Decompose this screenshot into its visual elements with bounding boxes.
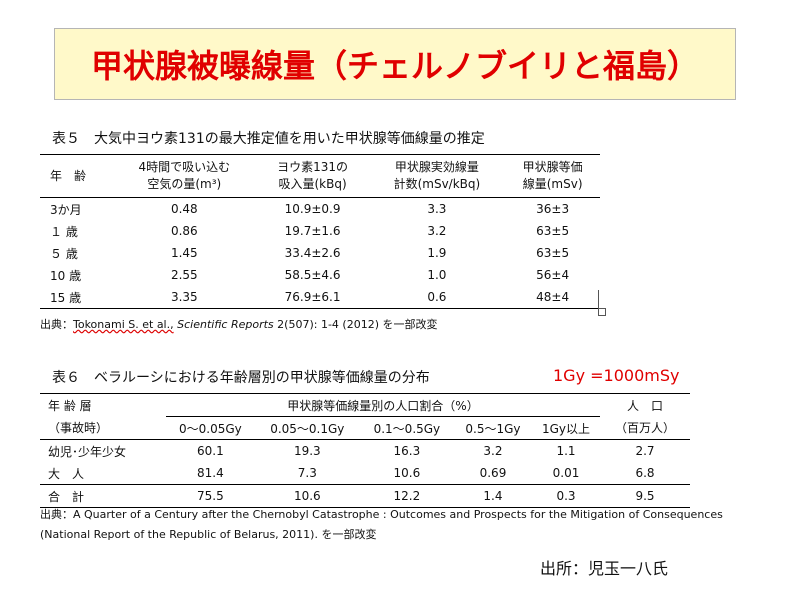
table6-source: 出典：A Quarter of a Century after the Cher… [40,508,723,541]
table5-header-age: 年 齢 [40,154,112,198]
slide-title: 甲状腺被曝線量（チェルノブイリと福島） [90,47,699,85]
text-cursor [598,290,599,310]
resize-handle[interactable] [598,308,606,316]
table6-header-row-1: 年 齢 層 甲状腺等価線量別の人口割合（%） 人 口 [40,393,690,417]
table-row: 15 歳 3.35 76.9±6.1 0.6 48±4 [40,286,600,309]
table5-caption: 表５ 大気中ヨウ素131の最大推定値を用いた甲状腺等価線量の推定 [52,131,485,147]
slide-title-box: 甲状腺被曝線量（チェルノブイリと福島） [54,28,736,100]
table5-header-air: 4時間で吸い込む 空気の量(m³) [112,154,257,198]
table-row: ５ 歳 1.45 33.4±2.6 1.9 63±5 [50,246,570,261]
table5-header-dose: 甲状腺等価 線量(mSv) [505,154,600,198]
table-row: １ 歳 0.86 19.7±1.6 3.2 63±5 [50,224,570,239]
table6-header-row-2: （事故時） 0〜0.05Gy 0.05〜0.1Gy 0.1〜0.5Gy 0.5〜… [40,416,690,440]
table5: 年 齢 4時間で吸い込む 空気の量(m³) ヨウ素131の 吸入量(kBq) 甲状腺… [40,154,600,309]
table6-header-pop: 人 口 [600,393,690,417]
table6-header-span: 甲状腺等価線量別の人口割合（%） [166,393,600,417]
table-row: 10 歳 2.55 58.5±4.6 1.0 56±4 [50,268,570,283]
table5-header-coef: 甲状腺実効線量 計数(mSv/kBq) [368,154,506,198]
credit-line: 出所：児玉一八氏 [540,559,669,578]
unit-note: 1Gy =1000mSy [553,366,680,385]
table6-header-group: 年 齢 層 [40,393,166,417]
table-row: 合 計 75.5 10.6 12.2 1.4 0.3 9.5 [40,484,690,508]
table5-header-intake: ヨウ素131の 吸入量(kBq) [256,154,369,198]
table-row: 大 人 81.4 7.3 10.6 0.69 0.01 6.8 [48,466,655,481]
table-row: 幼児･少年少女 60.1 19.3 16.3 3.2 1.1 2.7 [48,444,655,459]
table6: 年 齢 層 甲状腺等価線量別の人口割合（%） 人 口 （事故時） 0〜0.05G… [40,393,690,508]
table5-header-row: 年 齢 4時間で吸い込む 空気の量(m³) ヨウ素131の 吸入量(kBq) 甲状腺… [40,154,600,198]
table5-source: 出典：Tokonami S. et al., Scientific Report… [40,318,438,331]
table-row: 3か月 0.48 10.9±0.9 3.3 36±3 [50,202,570,217]
table6-caption: 表６ ベラルーシにおける年齢層別の甲状腺等価線量の分布 [52,370,430,386]
